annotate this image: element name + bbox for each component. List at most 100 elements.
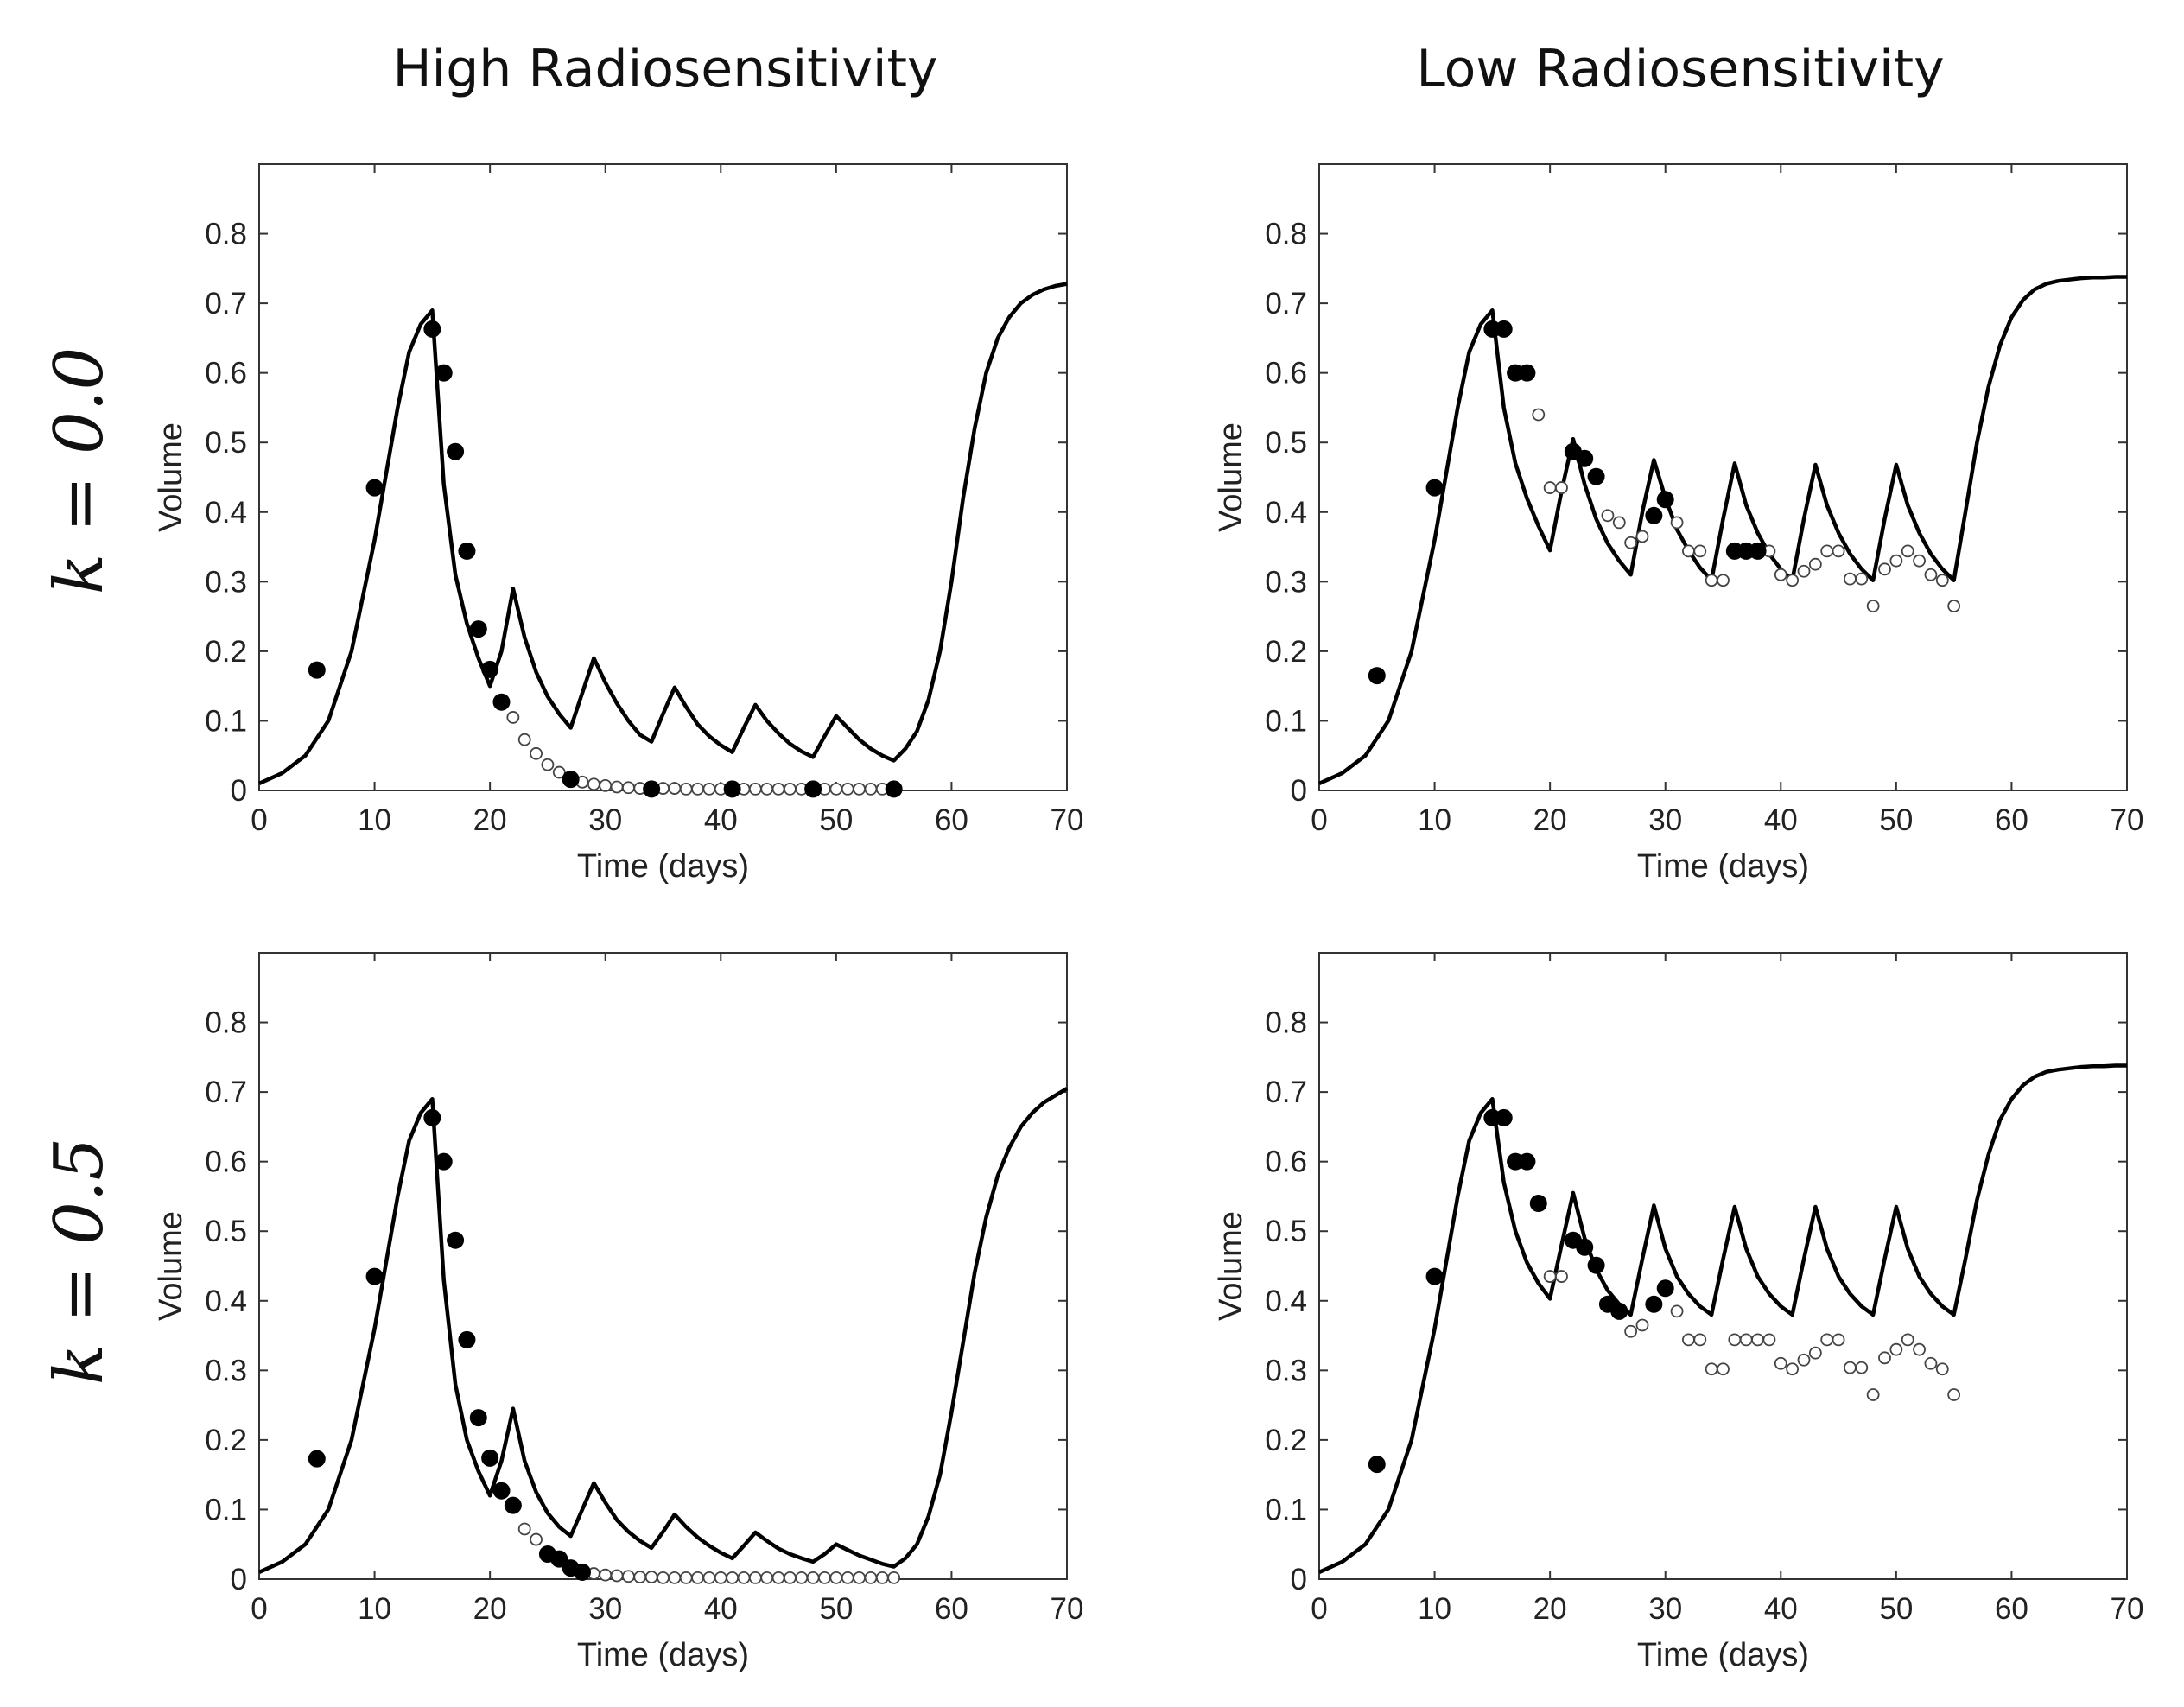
x-tick-label: 50 [1879, 803, 1913, 837]
open-data-point [1717, 1362, 1730, 1376]
x-tick-label: 40 [1764, 803, 1798, 837]
open-data-point [1820, 544, 1834, 558]
open-data-point [530, 746, 543, 760]
y-tick-label: 0.2 [1265, 1424, 1307, 1457]
open-data-point [610, 780, 624, 794]
open-data-point [668, 1571, 682, 1584]
y-tick-label: 0.4 [1265, 496, 1307, 530]
open-data-point [1947, 600, 1961, 612]
filled-data-point [1425, 479, 1444, 497]
x-tick-label: 30 [1648, 803, 1682, 837]
filled-data-point [458, 542, 476, 560]
open-data-point [875, 1571, 889, 1584]
open-data-point [1924, 1356, 1938, 1370]
y-tick-label: 0.1 [205, 1493, 247, 1526]
open-data-point [771, 782, 785, 796]
x-tick-label: 30 [588, 1592, 622, 1626]
open-data-point [1728, 1333, 1742, 1347]
x-tick-label: 30 [588, 803, 622, 837]
open-data-point [1935, 574, 1949, 587]
open-data-point [668, 782, 682, 795]
open-data-point [887, 1571, 901, 1584]
open-data-point [1832, 1333, 1845, 1347]
open-data-point [1555, 1270, 1568, 1283]
open-data-point [1797, 1353, 1811, 1367]
model-curve [258, 282, 1068, 785]
x-tick-label: 0 [1311, 1592, 1327, 1626]
model-curve [1318, 1063, 2127, 1574]
filled-data-point [1645, 506, 1663, 524]
y-tick-label: 0 [1291, 1563, 1307, 1596]
open-data-point [599, 778, 613, 792]
open-data-point [1693, 544, 1707, 558]
open-data-point [1808, 557, 1822, 571]
filled-data-point [469, 620, 487, 638]
y-tick-label: 0.4 [205, 496, 247, 530]
open-data-point [517, 733, 531, 746]
open-data-point [853, 782, 866, 796]
open-data-point [1717, 574, 1730, 587]
panel-high-k05: 0 10 20 30 40 50 60 70 0 0.1 0.2 0.3 0.4 0.5 0.6 0.7 0.8… [153, 952, 1084, 1673]
open-data-point [748, 1571, 762, 1584]
filled-data-point [1576, 449, 1594, 467]
open-data-point [1532, 408, 1546, 422]
x-tick-label: 60 [935, 1592, 968, 1626]
y-tick-label: 0.8 [1265, 1006, 1307, 1040]
open-data-point [644, 1571, 658, 1583]
y-tick-label: 0.5 [205, 1215, 247, 1248]
x-axis-label: Time (days) [577, 1637, 749, 1673]
filled-data-point [308, 1450, 326, 1468]
open-data-point [841, 782, 854, 796]
open-data-point [1682, 544, 1695, 558]
open-data-point [818, 1571, 831, 1584]
open-data-point [864, 1571, 878, 1584]
open-data-point [1844, 572, 1857, 586]
filled-data-point [1587, 467, 1605, 485]
open-data-point [806, 1571, 820, 1584]
open-data-point [679, 1571, 693, 1584]
open-data-point [657, 1571, 670, 1584]
y-tick-label: 0.8 [205, 218, 247, 251]
open-data-point [1935, 1362, 1949, 1376]
y-axis-label: Volume [1213, 422, 1249, 532]
model-curve [258, 1087, 1069, 1574]
y-axis-label: Volume [153, 1211, 189, 1321]
open-data-point [1913, 1342, 1926, 1356]
open-data-point [1924, 568, 1938, 581]
open-data-point [1543, 481, 1557, 494]
filled-data-point [804, 780, 822, 798]
open-data-point [829, 782, 843, 796]
open-data-point [1705, 574, 1718, 587]
x-tick-label: 0 [1311, 803, 1327, 837]
filled-data-point [1576, 1238, 1594, 1256]
filled-data-point [1656, 1279, 1674, 1298]
x-tick-label: 20 [473, 803, 507, 837]
x-axis-label: Time (days) [577, 848, 749, 885]
filled-data-point [1425, 1267, 1444, 1285]
filled-data-point [1587, 1256, 1605, 1274]
open-data-point [1889, 554, 1903, 568]
open-data-point [1555, 481, 1568, 494]
filled-data-point [435, 364, 453, 382]
filled-data-point [1518, 364, 1536, 382]
open-data-point [1762, 1333, 1776, 1347]
x-tick-label: 70 [1051, 1592, 1084, 1626]
x-tick-label: 30 [1648, 1592, 1682, 1626]
filled-data-point [1610, 1302, 1628, 1320]
filled-data-point [1368, 667, 1386, 685]
open-data-point [1832, 544, 1845, 558]
filled-data-point [481, 660, 499, 678]
plot-frame [258, 163, 1068, 791]
y-tick-label: 0.3 [205, 565, 247, 599]
filled-data-point [308, 661, 326, 679]
y-tick-label: 0.1 [205, 704, 247, 738]
x-tick-label: 50 [819, 803, 853, 837]
open-data-point [1855, 1361, 1869, 1374]
open-data-point [1786, 574, 1800, 587]
x-tick-label: 40 [704, 1592, 738, 1626]
x-tick-label: 20 [1533, 1592, 1567, 1626]
filled-data-point [447, 442, 465, 460]
filled-data-point [1645, 1295, 1663, 1313]
open-data-point [1774, 568, 1787, 581]
